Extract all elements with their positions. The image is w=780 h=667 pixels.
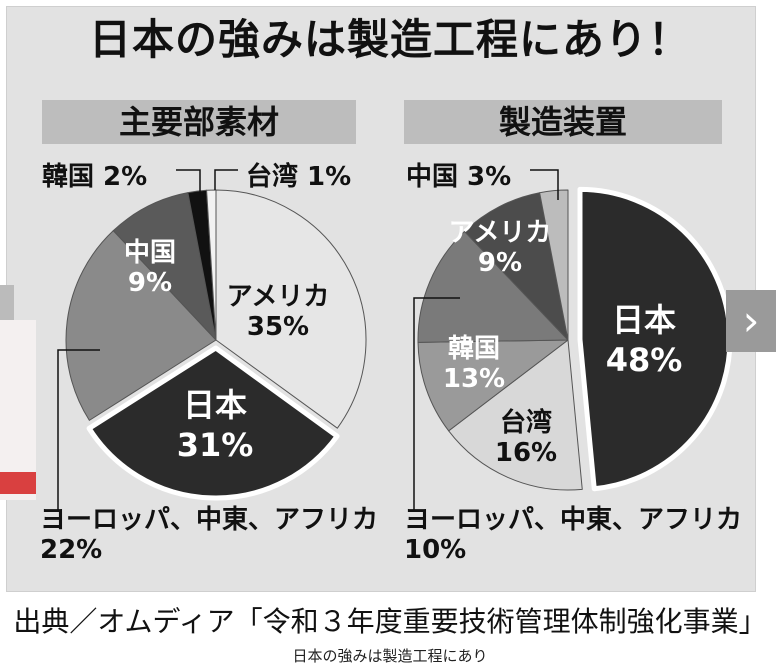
pie-slice-2 bbox=[65, 230, 217, 421]
label-america-materials: アメリカ 35% bbox=[216, 282, 340, 342]
pie-slice-3 bbox=[112, 192, 217, 341]
pie-slice-5 bbox=[206, 189, 217, 341]
leader-lines bbox=[57, 169, 559, 510]
label-emea-materials: ヨーロッパ、中東、アフリカ 22% bbox=[40, 505, 378, 565]
label-taiwan-materials: 台湾 1% bbox=[246, 162, 352, 192]
label-japan-eq-name: 日本 bbox=[611, 301, 676, 339]
pie-slice-3 bbox=[417, 230, 569, 343]
adjacent-slide-thumbnail[interactable] bbox=[0, 320, 36, 500]
label-china-materials: 中国 9% bbox=[110, 238, 190, 298]
pie-slice-4 bbox=[463, 192, 569, 341]
label-japan-equipment: 日本 48% bbox=[594, 300, 694, 380]
label-korea-eq-pct: 13% bbox=[442, 364, 506, 394]
leader-taiwan bbox=[214, 169, 238, 190]
label-emea-equipment: ヨーロッパ、中東、アフリカ 10% bbox=[404, 505, 742, 565]
pie-materials bbox=[65, 189, 367, 501]
label-emea-name: ヨーロッパ、中東、アフリカ bbox=[40, 505, 379, 535]
label-america-eq-name: アメリカ bbox=[448, 218, 552, 248]
label-america-name: アメリカ bbox=[226, 282, 330, 312]
label-taiwan-eq-name: 台湾 bbox=[499, 408, 552, 438]
label-korea-eq-name: 韓国 bbox=[447, 334, 500, 364]
label-america-pct: 35% bbox=[246, 312, 310, 342]
label-japan-eq-pct: 48% bbox=[605, 341, 683, 379]
label-emea-eq-pct: 10% bbox=[404, 535, 467, 565]
pie-slice-1 bbox=[448, 339, 583, 491]
pie-slice-0 bbox=[215, 189, 367, 429]
pie-slice-5 bbox=[539, 189, 569, 341]
pie-slice-1 bbox=[86, 345, 340, 501]
leader-china-right bbox=[530, 169, 559, 200]
label-emea-pct: 22% bbox=[40, 535, 103, 565]
infographic-title: 日本の強みは製造工程にあり！ bbox=[88, 15, 691, 64]
image-caption: 日本の強みは製造工程にあり bbox=[292, 647, 488, 665]
carousel-next-button[interactable]: › bbox=[726, 290, 776, 352]
label-taiwan-eq-pct: 16% bbox=[494, 438, 558, 468]
label-america-eq-pct: 9% bbox=[477, 248, 523, 278]
label-korea-equipment: 韓国 13% bbox=[434, 334, 514, 394]
label-korea-materials: 韓国 2% bbox=[42, 162, 148, 192]
pie-slice-2 bbox=[417, 339, 569, 432]
label-china-name: 中国 bbox=[123, 238, 176, 268]
chart-title-materials: 主要部素材 bbox=[42, 100, 356, 144]
label-china-pct: 9% bbox=[127, 268, 173, 298]
label-japan-pct: 31% bbox=[176, 426, 254, 464]
leader-emea-left bbox=[57, 349, 100, 510]
label-emea-eq-name: ヨーロッパ、中東、アフリカ bbox=[404, 505, 743, 535]
leader-korea bbox=[176, 169, 201, 195]
label-china-equipment: 中国 3% bbox=[406, 162, 512, 192]
chart-title-equipment: 製造装置 bbox=[404, 100, 722, 144]
label-taiwan-equipment: 台湾 16% bbox=[486, 408, 566, 468]
label-america-equipment: アメリカ 9% bbox=[440, 218, 560, 278]
label-japan-name: 日本 bbox=[182, 386, 247, 424]
leader-emea-right bbox=[413, 297, 460, 510]
source-credit: 出典／オムディア「令和３年度重要技術管理体制強化事業」 bbox=[13, 605, 767, 638]
label-japan-materials: 日本 31% bbox=[160, 385, 270, 465]
chevron-right-icon: › bbox=[742, 296, 760, 345]
thumbnail-red-band bbox=[0, 472, 36, 494]
pie-equipment bbox=[417, 186, 733, 492]
